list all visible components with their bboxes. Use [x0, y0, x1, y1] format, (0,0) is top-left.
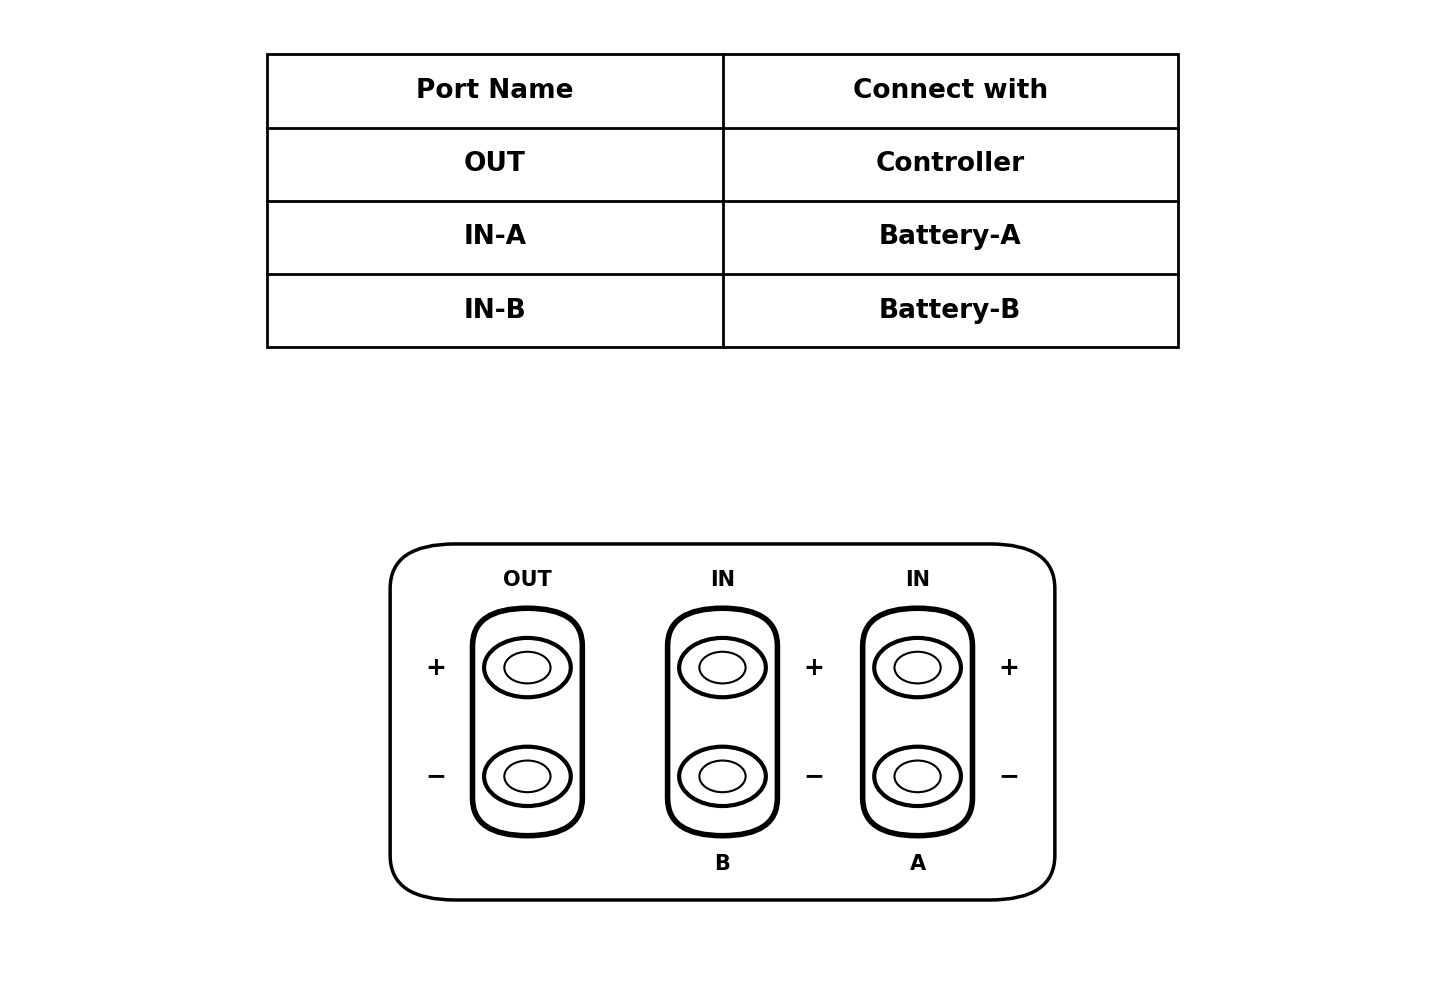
Text: IN: IN [709, 571, 736, 590]
Text: IN-A: IN-A [464, 225, 526, 250]
Text: IN: IN [905, 571, 931, 590]
Text: Port Name: Port Name [416, 78, 574, 104]
Circle shape [679, 747, 766, 806]
Circle shape [699, 652, 746, 683]
Circle shape [874, 747, 961, 806]
Circle shape [699, 761, 746, 792]
Text: −: − [998, 764, 1020, 788]
Text: Battery-A: Battery-A [879, 225, 1022, 250]
Circle shape [484, 638, 571, 697]
Text: A: A [909, 854, 926, 873]
Circle shape [874, 638, 961, 697]
Circle shape [504, 761, 551, 792]
Text: −: − [425, 764, 447, 788]
FancyBboxPatch shape [668, 608, 777, 836]
Text: Battery-B: Battery-B [879, 298, 1022, 323]
Bar [267, 54, 1178, 347]
Text: OUT: OUT [464, 151, 526, 177]
Circle shape [894, 761, 941, 792]
Text: B: B [715, 854, 730, 873]
Text: Controller: Controller [876, 151, 1025, 177]
FancyBboxPatch shape [863, 608, 972, 836]
Circle shape [894, 652, 941, 683]
Text: OUT: OUT [503, 571, 552, 590]
Circle shape [504, 652, 551, 683]
FancyBboxPatch shape [473, 608, 582, 836]
Text: Connect with: Connect with [853, 78, 1048, 104]
Text: IN-B: IN-B [464, 298, 526, 323]
Text: +: + [426, 656, 447, 679]
Circle shape [679, 638, 766, 697]
Text: −: − [803, 764, 825, 788]
FancyBboxPatch shape [390, 544, 1055, 900]
Circle shape [484, 747, 571, 806]
Text: +: + [998, 656, 1019, 679]
Text: +: + [803, 656, 824, 679]
